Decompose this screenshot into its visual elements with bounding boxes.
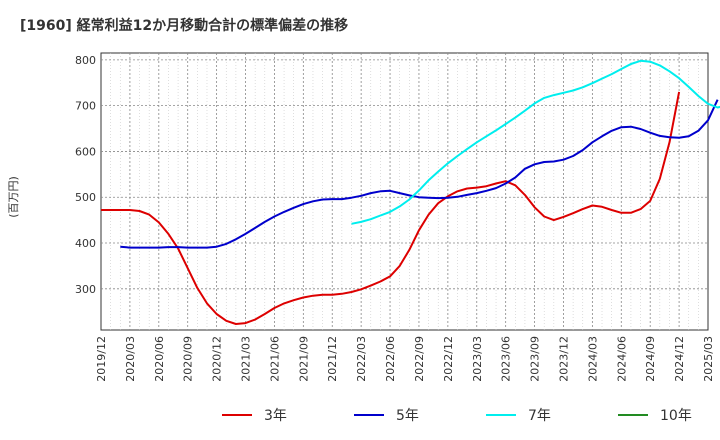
x-tick-label: 2020/06: [153, 336, 166, 382]
x-tick-label: 2024/06: [615, 336, 628, 382]
x-tick-label: 2021/09: [297, 336, 310, 382]
chart-title: [1960] 経常利益12か月移動合計の標準偏差の推移: [20, 17, 348, 34]
y-tick-label: 600: [75, 145, 96, 158]
series-line-5年: [120, 99, 719, 249]
x-tick-label: 2024/12: [673, 336, 686, 382]
y-tick-label: 300: [75, 283, 96, 296]
y-tick-label: 500: [75, 191, 96, 204]
x-tick-label: 2023/03: [471, 336, 484, 382]
series-line-3年: [101, 91, 681, 325]
x-tick-label: 2023/06: [500, 336, 513, 382]
x-tick-label: 2022/06: [384, 336, 397, 382]
x-tick-label: 2024/09: [644, 336, 657, 382]
y-tick-label: 400: [75, 237, 96, 250]
y-axis-label: (百万円): [7, 176, 20, 218]
plot-area: 2019/12 2020/03 2020/06 2020/09 2020/12 2021/…: [75, 52, 720, 382]
legend: 3年 5年 7年 10年: [222, 408, 692, 424]
legend-label: 5年: [396, 408, 419, 424]
x-tick-label: 2024/03: [586, 336, 599, 382]
x-tick-label: 2021/06: [268, 336, 281, 382]
series-line-7年: [351, 59, 720, 225]
y-tick-label: 700: [75, 100, 96, 113]
x-tick-label: 2019/12: [95, 336, 108, 382]
legend-label: 10年: [660, 408, 692, 424]
x-tick-label: 2020/12: [211, 336, 224, 382]
x-tick-label: 2021/03: [240, 336, 253, 382]
x-tick-label: 2022/03: [355, 336, 368, 382]
legend-label: 3年: [264, 408, 287, 424]
x-tick-label: 2020/03: [124, 336, 137, 382]
x-tick-label: 2020/09: [182, 336, 195, 382]
y-tick-label: 800: [75, 54, 96, 67]
x-tick-label: 2021/12: [326, 336, 339, 382]
x-tick-label: 2023/12: [557, 336, 570, 382]
x-tick-label: 2023/09: [529, 336, 542, 382]
plot-border: [100, 52, 709, 331]
x-tick-label: 2022/09: [413, 336, 426, 382]
legend-label: 7年: [528, 408, 551, 424]
x-tick-label: 2025/03: [702, 336, 715, 382]
x-tick-label: 2022/12: [442, 336, 455, 382]
